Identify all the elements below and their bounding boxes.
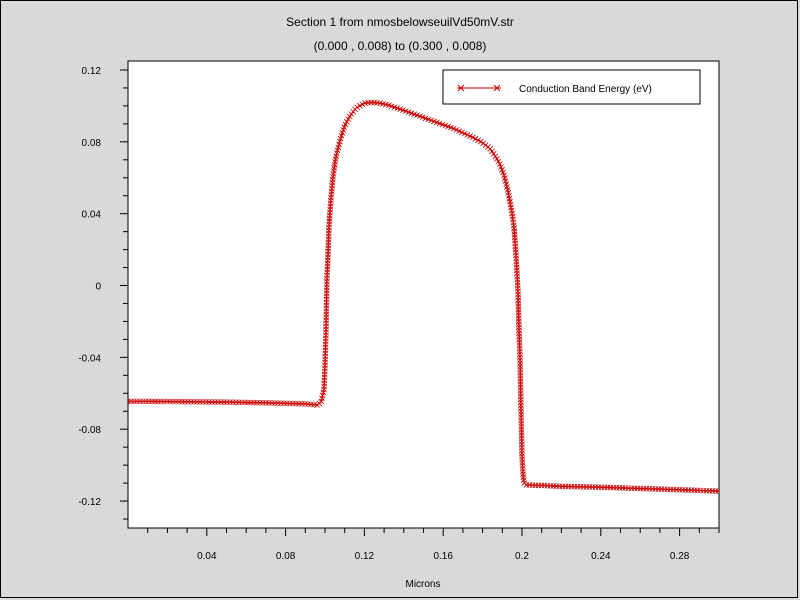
legend: Conduction Band Energy (eV): [442, 69, 701, 105]
x-tick-label: 0.16: [433, 551, 453, 562]
data-point-markers: [128, 99, 719, 495]
x-tick-label: 0.24: [591, 551, 611, 562]
y-axis: 0.12 0.08 0.04 0 -0.04 -0.08 -0.12: [78, 66, 128, 520]
plot-area: [127, 60, 720, 529]
chart-title: Section 1 from nmosbelowseuilVd50mV.str: [286, 15, 514, 29]
x-axis-label: Microns: [405, 579, 440, 590]
y-tick-label: 0.04: [82, 210, 102, 221]
y-tick-label: 0.08: [82, 138, 102, 149]
legend-entry: Conduction Band Energy (eV): [519, 84, 652, 95]
legend-marker: [493, 84, 501, 92]
series-markers: [128, 99, 719, 495]
x-tick-label: 0.08: [276, 551, 296, 562]
x-tick-label: 0.12: [355, 551, 375, 562]
x-tick-label: 0.28: [670, 551, 690, 562]
x-tick-label: 0.04: [197, 551, 217, 562]
y-tick-label: 0.12: [82, 66, 102, 77]
y-tick-label: -0.04: [78, 353, 101, 364]
series-layer: [128, 99, 719, 495]
legend-markers: [457, 84, 501, 92]
x-axis: 0.04 0.08 0.12 0.16 0.2 0.24 0.28: [147, 528, 720, 562]
legend-marker: [457, 84, 465, 92]
legend-box: [442, 69, 701, 105]
x-tick-label: 0.2: [515, 551, 529, 562]
y-tick-label: -0.12: [78, 497, 101, 508]
chart-subtitle: (0.000 , 0.008) to (0.300 , 0.008): [313, 39, 487, 53]
y-tick-label: -0.08: [78, 425, 101, 436]
y-tick-label: 0: [95, 282, 101, 293]
